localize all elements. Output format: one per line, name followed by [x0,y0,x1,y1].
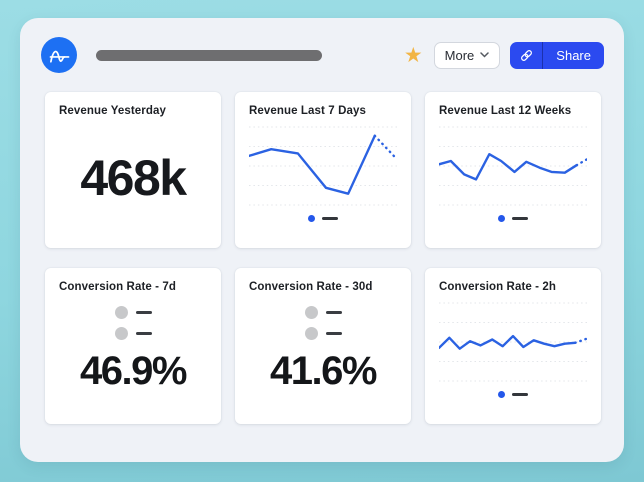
series-line-solid [439,153,578,181]
chevron-down-icon [480,52,490,58]
funnel-step-row [114,306,152,319]
chart-legend [439,215,587,222]
series-line-projected-dotted [575,158,587,167]
card-title: Conversion Rate - 30d [249,281,373,293]
legend-series-dot [498,391,505,398]
step-label-placeholder [135,332,152,335]
legend-series-dot [498,215,505,222]
funnel-step-row [304,306,342,319]
card-title: Revenue Last 12 Weeks [439,105,572,117]
series-line-solid [439,334,577,350]
step-label-placeholder [325,332,342,335]
funnel-steps-legend [249,306,397,340]
card-revenue-yesterday[interactable]: Revenue Yesterday 468k [45,92,221,248]
line-chart [439,302,587,382]
card-conversion-rate-2h[interactable]: Conversion Rate - 2h [425,268,601,424]
dashboard-title-placeholder [96,49,322,61]
step-marker-circle [304,327,318,340]
big-number-wrap: 468k [59,117,207,238]
step-label-placeholder [135,311,152,314]
link-icon [520,49,532,61]
amplitude-logo-icon[interactable] [41,37,77,73]
funnel-step-row [304,327,342,340]
favorite-star-icon[interactable]: ★ [403,43,423,67]
more-button[interactable]: More [433,41,501,69]
card-title: Conversion Rate - 7d [59,281,177,293]
line-chart [249,126,397,206]
funnel-step-row [114,327,152,340]
series-line-solid [249,134,376,195]
conversion-rate-value: 46.9% [80,349,187,393]
card-title: Conversion Rate - 2h [439,281,557,293]
card-title: Revenue Last 7 Days [249,105,366,117]
dashboard-header: ★ More Share [20,18,624,73]
legend-label-placeholder [322,217,338,220]
card-revenue-last-7-days[interactable]: Revenue Last 7 Days [235,92,411,248]
card-conversion-rate-7d[interactable]: Conversion Rate - 7d 46.9% [45,268,221,424]
share-button[interactable]: Share [510,41,604,69]
step-marker-circle [114,306,128,319]
metric-value: 468k [80,149,187,206]
chart-legend [439,391,587,398]
card-title: Revenue Yesterday [59,105,166,117]
dashboard-panel: ★ More Share Reven [20,18,624,462]
series-line-projected-dotted [373,134,397,161]
legend-series-dot [308,215,315,222]
step-label-placeholder [325,311,342,314]
funnel-steps-legend [59,306,207,340]
card-revenue-last-12-weeks[interactable]: Revenue Last 12 Weeks [425,92,601,248]
cards-grid: Revenue Yesterday 468k Revenue Last 7 Days… [45,92,601,424]
share-button-label: Share [556,47,591,63]
line-chart [439,126,587,206]
amplitude-wave-glyph [49,50,69,63]
header-actions: ★ More Share [403,41,604,69]
card-conversion-rate-30d[interactable]: Conversion Rate - 30d 41.6% [235,268,411,424]
step-marker-circle [114,327,128,340]
more-button-label: More [444,47,475,63]
copy-link-segment[interactable] [510,41,544,69]
chart-legend [249,215,397,222]
conversion-rate-value: 41.6% [270,349,377,393]
legend-label-placeholder [512,217,528,220]
series-line-projected-dotted [573,337,587,344]
legend-label-placeholder [512,393,528,396]
step-marker-circle [304,306,318,319]
